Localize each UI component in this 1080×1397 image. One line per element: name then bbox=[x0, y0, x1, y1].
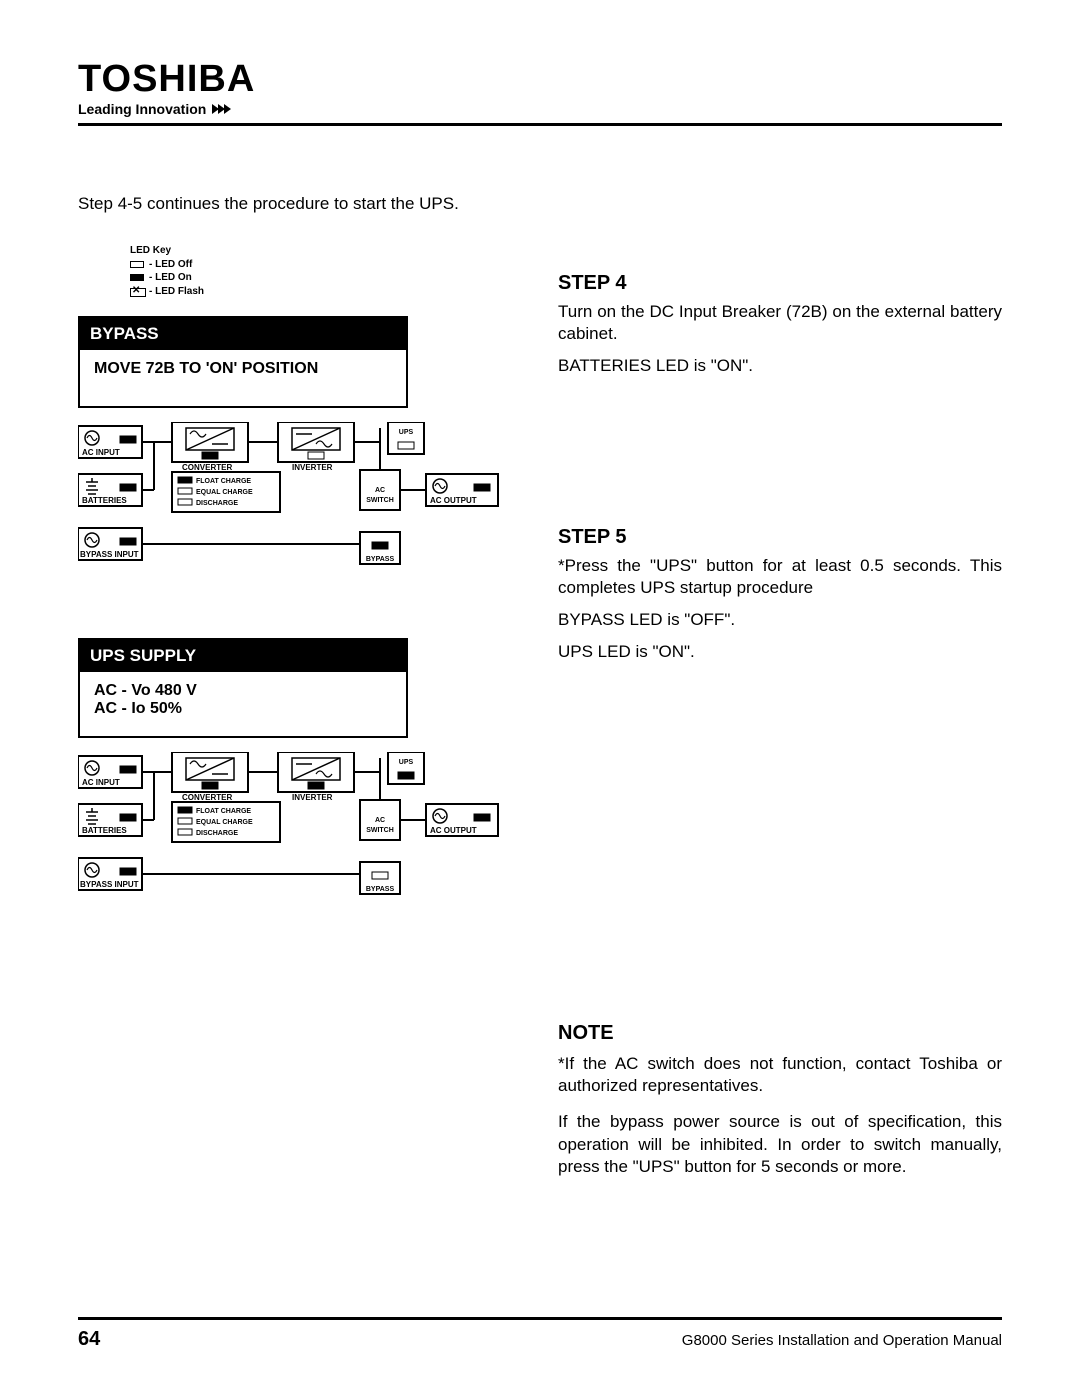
svg-text:DISCHARGE: DISCHARGE bbox=[196, 830, 238, 837]
led-off-icon bbox=[130, 261, 144, 268]
panel4-display: MOVE 72B TO 'ON' POSITION bbox=[78, 350, 408, 408]
svg-text:UPS: UPS bbox=[399, 759, 414, 766]
panel4-header: BYPASS bbox=[78, 316, 408, 350]
brand-tagline: Leading Innovation bbox=[78, 101, 206, 117]
svg-text:BYPASS: BYPASS bbox=[366, 556, 395, 563]
svg-text:AC: AC bbox=[375, 487, 385, 494]
svg-text:BATTERIES: BATTERIES bbox=[82, 496, 127, 505]
svg-text:SWITCH: SWITCH bbox=[366, 827, 394, 834]
svg-text:EQUAL CHARGE: EQUAL CHARGE bbox=[196, 489, 253, 496]
step5-title: STEP 5 bbox=[558, 526, 1002, 549]
brand-header: TOSHIBA Leading Innovation bbox=[78, 58, 1002, 117]
manual-title: G8000 Series Installation and Operation … bbox=[682, 1332, 1002, 1349]
brand-name: TOSHIBA bbox=[78, 58, 1002, 101]
svg-text:AC INPUT: AC INPUT bbox=[82, 448, 120, 457]
svg-text:BYPASS: BYPASS bbox=[366, 886, 395, 893]
svg-text:BATTERIES: BATTERIES bbox=[82, 826, 127, 835]
svg-text:SWITCH: SWITCH bbox=[366, 497, 394, 504]
led-key-off: - LED Off bbox=[149, 258, 192, 272]
svg-text:AC: AC bbox=[375, 817, 385, 824]
svg-text:INVERTER: INVERTER bbox=[292, 793, 333, 802]
svg-text:AC INPUT: AC INPUT bbox=[82, 778, 120, 787]
svg-text:CONVERTER: CONVERTER bbox=[182, 463, 232, 472]
step5-block: STEP 5 *Press the "UPS" button for at le… bbox=[558, 526, 1002, 662]
bottom-rule bbox=[78, 1317, 1002, 1320]
panel5-header: UPS SUPPLY bbox=[78, 638, 408, 672]
panel5-display: AC - Vo 480 V AC - Io 50% bbox=[78, 672, 408, 738]
diagram-step5: AC INPUT CONVERTER bbox=[78, 752, 510, 920]
svg-text:BYPASS INPUT: BYPASS INPUT bbox=[80, 880, 139, 889]
step5-line3: UPS LED is "ON". bbox=[558, 641, 1002, 663]
svg-text:UPS: UPS bbox=[399, 429, 414, 436]
svg-text:CONVERTER: CONVERTER bbox=[182, 793, 232, 802]
led-on-icon bbox=[130, 274, 144, 281]
panel4-line1: MOVE 72B TO 'ON' POSITION bbox=[94, 360, 396, 378]
note-line2: If the bypass power source is out of spe… bbox=[558, 1111, 1002, 1177]
led-key-title: LED Key bbox=[130, 244, 510, 258]
panel5-line1: AC - Vo 480 V bbox=[94, 682, 396, 700]
led-key: LED Key - LED Off - LED On - LED Flash bbox=[130, 244, 510, 298]
led-key-flash: - LED Flash bbox=[149, 285, 204, 299]
page-number: 64 bbox=[78, 1328, 100, 1351]
svg-text:FLOAT CHARGE: FLOAT CHARGE bbox=[196, 808, 251, 815]
step4-line2: BATTERIES LED is "ON". bbox=[558, 355, 1002, 377]
step4-title: STEP 4 bbox=[558, 272, 1002, 295]
page-footer: 64 G8000 Series Installation and Operati… bbox=[78, 1317, 1002, 1351]
svg-text:DISCHARGE: DISCHARGE bbox=[196, 500, 238, 507]
note-title: NOTE bbox=[558, 1022, 1002, 1045]
step5-line2: BYPASS LED is "OFF". bbox=[558, 609, 1002, 631]
led-key-on: - LED On bbox=[149, 271, 192, 285]
svg-text:AC OUTPUT: AC OUTPUT bbox=[430, 496, 477, 505]
led-flash-icon bbox=[130, 287, 144, 296]
panel-step5: UPS SUPPLY AC - Vo 480 V AC - Io 50% bbox=[78, 638, 510, 920]
svg-text:FLOAT CHARGE: FLOAT CHARGE bbox=[196, 478, 251, 485]
svg-text:AC OUTPUT: AC OUTPUT bbox=[430, 826, 477, 835]
brand-tagline-row: Leading Innovation bbox=[78, 101, 1002, 117]
svg-text:BYPASS INPUT: BYPASS INPUT bbox=[80, 550, 139, 559]
panel-step4: BYPASS MOVE 72B TO 'ON' POSITION bbox=[78, 316, 510, 590]
top-rule bbox=[78, 123, 1002, 126]
step4-line1: Turn on the DC Input Breaker (72B) on th… bbox=[558, 301, 1002, 345]
note-line1: *If the AC switch does not function, con… bbox=[558, 1053, 1002, 1097]
step4-block: STEP 4 Turn on the DC Input Breaker (72B… bbox=[558, 272, 1002, 376]
svg-text:EQUAL CHARGE: EQUAL CHARGE bbox=[196, 819, 253, 826]
diagram-step4: AC INPUT CONVERTER bbox=[78, 422, 510, 590]
chevrons-icon bbox=[212, 104, 230, 114]
step5-line1: *Press the "UPS" button for at least 0.5… bbox=[558, 555, 1002, 599]
svg-text:INVERTER: INVERTER bbox=[292, 463, 333, 472]
panel5-line2: AC - Io 50% bbox=[94, 700, 396, 718]
intro-text: Step 4-5 continues the procedure to star… bbox=[78, 194, 510, 214]
